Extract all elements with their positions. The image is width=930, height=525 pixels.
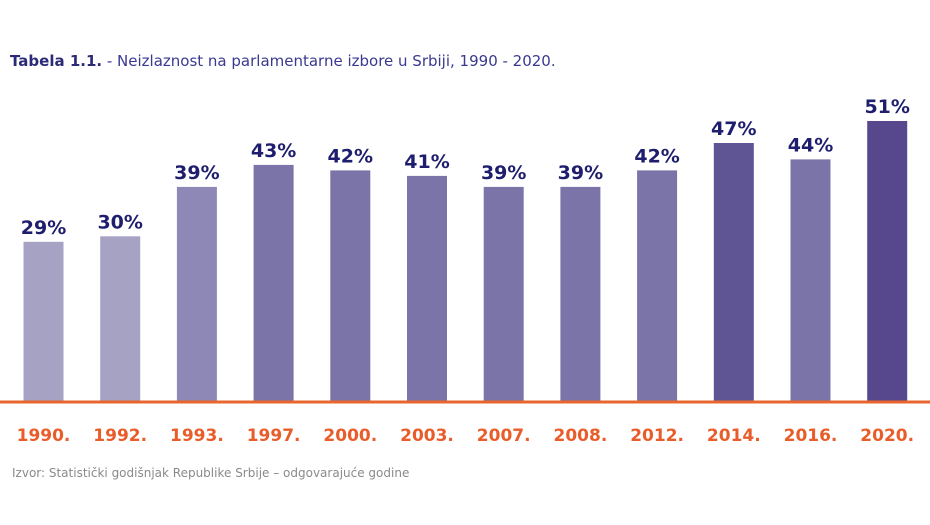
value-label: 41% xyxy=(404,151,449,173)
bar-2020 xyxy=(867,121,908,401)
source-note: Izvor: Statistički godišnjak Republike S… xyxy=(12,466,410,480)
bar-1990 xyxy=(23,241,64,401)
bar-2007 xyxy=(483,186,524,401)
category-label: 1993. xyxy=(170,426,224,446)
value-label: 51% xyxy=(864,96,909,118)
category-label: 2008. xyxy=(554,426,608,446)
value-label: 29% xyxy=(21,217,66,239)
bar-2014 xyxy=(713,143,754,401)
value-label: 47% xyxy=(711,118,756,140)
value-label: 44% xyxy=(788,134,833,156)
bar-1993 xyxy=(176,186,217,401)
chart-title-label: Tabela 1.1. xyxy=(10,52,103,70)
category-label: 2000. xyxy=(323,426,377,446)
bar-2016 xyxy=(790,159,831,401)
category-label: 1990. xyxy=(17,426,71,446)
bar-chart: 29% 1990. 30% 1992. 39% 1993. 43% 1997. 42% 2000.… xyxy=(0,96,930,446)
value-label: 30% xyxy=(97,211,142,233)
bar-2003 xyxy=(407,175,447,401)
bar-2008 xyxy=(560,186,601,401)
value-label: 39% xyxy=(481,162,526,184)
bar-2000 xyxy=(330,170,371,401)
value-label: 39% xyxy=(174,162,219,184)
value-label: 43% xyxy=(251,140,296,162)
value-label: 39% xyxy=(558,162,603,184)
chart-title: Tabela 1.1. - Neizlaznost na parlamentar… xyxy=(10,52,556,70)
chart-title-text: - Neizlaznost na parlamentarne izbore u … xyxy=(106,52,556,70)
category-label: 2014. xyxy=(707,426,761,446)
category-label: 2007. xyxy=(477,426,531,446)
category-label: 1992. xyxy=(93,426,147,446)
value-label: 42% xyxy=(328,145,373,167)
category-label: 2012. xyxy=(630,426,684,446)
value-label: 42% xyxy=(634,145,679,167)
category-label: 2003. xyxy=(400,426,454,446)
bar-1992 xyxy=(100,236,141,401)
bar-1997 xyxy=(253,164,294,401)
category-label: 1997. xyxy=(247,426,301,446)
bar-2012 xyxy=(637,170,678,401)
category-label: 2020. xyxy=(860,426,914,446)
category-label: 2016. xyxy=(784,426,838,446)
